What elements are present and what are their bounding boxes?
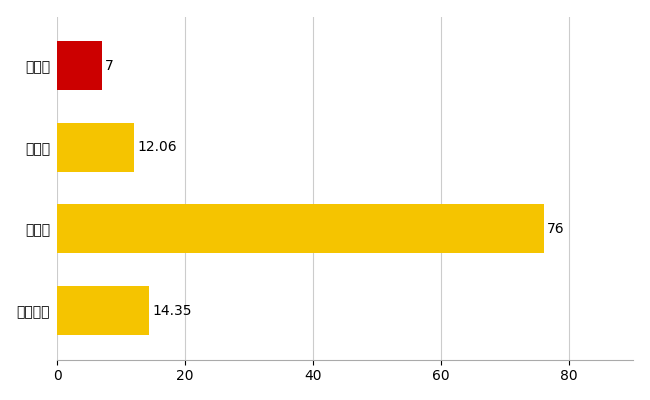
Text: 12.06: 12.06	[138, 140, 177, 154]
Bar	[57, 286, 149, 335]
Bar	[57, 123, 135, 172]
Bar	[57, 204, 543, 254]
Bar	[57, 41, 102, 90]
Text: 14.35: 14.35	[152, 304, 192, 318]
Text: 76: 76	[547, 222, 565, 236]
Text: 7: 7	[105, 59, 114, 73]
